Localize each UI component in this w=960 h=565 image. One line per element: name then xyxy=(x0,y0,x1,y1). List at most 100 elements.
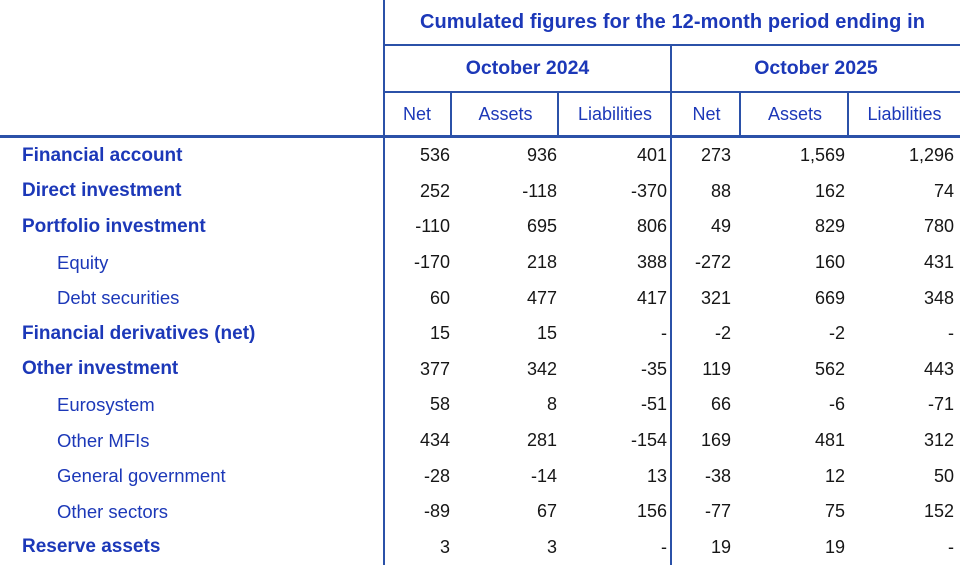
row-label: Other sectors xyxy=(57,500,169,522)
cell-value: -28 xyxy=(423,465,450,486)
cell-value: -170 xyxy=(413,252,450,273)
table-row: Direct investment 252 -118 -370 88 162 7… xyxy=(0,174,960,210)
cell-value: -2 xyxy=(828,323,845,344)
subheader-divider xyxy=(847,93,849,135)
cell-value: 321 xyxy=(700,287,731,308)
cell-value: - xyxy=(661,323,667,344)
table-row: Eurosystem 58 8 -51 66 -6 -71 xyxy=(0,387,960,423)
cell-value: 273 xyxy=(700,145,731,166)
cell-value: -14 xyxy=(530,465,557,486)
row-label: Other investment xyxy=(22,358,179,380)
cell-value: 74 xyxy=(933,180,954,201)
year-group-divider xyxy=(670,45,672,565)
cell-value: 431 xyxy=(923,252,954,273)
table-row: Reserve assets 3 3 - 19 19 - xyxy=(0,530,960,565)
cell-value: 12 xyxy=(824,465,845,486)
subheader-divider xyxy=(450,93,452,135)
cell-value: 19 xyxy=(710,536,731,557)
cell-value: -370 xyxy=(630,180,667,201)
cell-value: 348 xyxy=(923,287,954,308)
cell-value: 88 xyxy=(710,180,731,201)
cell-value: 806 xyxy=(636,216,667,237)
cell-value: -51 xyxy=(640,394,667,415)
cell-value: -71 xyxy=(927,394,954,415)
cell-value: 13 xyxy=(646,465,667,486)
cell-value: 66 xyxy=(710,394,731,415)
cell-value: 169 xyxy=(700,430,731,451)
cell-value: 780 xyxy=(923,216,954,237)
cell-value: 152 xyxy=(923,501,954,522)
cell-value: 401 xyxy=(636,145,667,166)
cell-value: -35 xyxy=(640,358,667,379)
cell-value: - xyxy=(948,323,954,344)
cell-value: 1,296 xyxy=(908,145,954,166)
cell-value: -38 xyxy=(704,465,731,486)
cell-value: - xyxy=(948,536,954,557)
table-row: Portfolio investment -110 695 806 49 829… xyxy=(0,209,960,245)
cell-value: -154 xyxy=(630,430,667,451)
cell-value: -6 xyxy=(828,394,845,415)
row-label: Financial derivatives (net) xyxy=(22,322,256,344)
cell-value: 695 xyxy=(526,216,557,237)
title-underline xyxy=(383,44,960,46)
cell-value: 252 xyxy=(419,180,450,201)
row-label: Direct investment xyxy=(22,180,182,202)
cell-value: 388 xyxy=(636,252,667,273)
cell-value: 481 xyxy=(814,430,845,451)
table-title: Cumulated figures for the 12-month perio… xyxy=(419,10,926,33)
row-label: Financial account xyxy=(22,144,183,166)
cell-value: 162 xyxy=(814,180,845,201)
cell-value: -110 xyxy=(415,216,450,237)
cell-value: 60 xyxy=(429,287,450,308)
row-label: Debt securities xyxy=(57,287,180,309)
cell-value: 281 xyxy=(526,430,557,451)
cell-value: 19 xyxy=(824,536,845,557)
table-row: Debt securities 60 477 417 321 669 348 xyxy=(0,280,960,316)
cell-value: 829 xyxy=(814,216,845,237)
subheader-divider xyxy=(557,93,559,135)
cell-value: 50 xyxy=(933,465,954,486)
cell-value: 67 xyxy=(536,501,557,522)
column-header-net-2024: Net xyxy=(402,103,431,124)
column-header-assets-2025: Assets xyxy=(767,103,823,124)
column-group-october-2024: October 2024 xyxy=(465,57,590,79)
cell-value: 562 xyxy=(814,358,845,379)
table-row: Financial account 536 936 401 273 1,569 … xyxy=(0,138,960,174)
cell-value: 536 xyxy=(419,145,450,166)
cell-value: 669 xyxy=(814,287,845,308)
cell-value: 434 xyxy=(419,430,450,451)
cell-value: 160 xyxy=(814,252,845,273)
cell-value: 936 xyxy=(526,145,557,166)
table-body: Financial account 536 936 401 273 1,569 … xyxy=(0,138,960,565)
table-row: Financial derivatives (net) 15 15 - -2 -… xyxy=(0,316,960,352)
cell-value: 119 xyxy=(702,358,731,379)
row-label: Equity xyxy=(57,251,109,273)
cell-value: 1,569 xyxy=(799,145,845,166)
column-group-october-2025: October 2025 xyxy=(754,57,878,79)
cell-value: 417 xyxy=(636,287,667,308)
row-label: Portfolio investment xyxy=(22,215,206,237)
cell-value: 377 xyxy=(419,358,450,379)
table-row: Equity -170 218 388 -272 160 431 xyxy=(0,245,960,281)
cell-value: 3 xyxy=(546,536,557,557)
row-label: Other MFIs xyxy=(57,429,150,451)
cell-value: 443 xyxy=(923,358,954,379)
column-header-assets-2024: Assets xyxy=(478,103,533,124)
cell-value: 75 xyxy=(824,501,845,522)
table-row: Other investment 377 342 -35 119 562 443 xyxy=(0,352,960,388)
cell-value: 58 xyxy=(429,394,450,415)
cell-value: 15 xyxy=(429,323,450,344)
cell-value: -89 xyxy=(423,501,450,522)
header-underline xyxy=(0,135,960,138)
column-header-liabilities-2024: Liabilities xyxy=(577,103,653,124)
cell-value: 342 xyxy=(526,358,557,379)
cell-value: -77 xyxy=(704,501,731,522)
column-header-net-2025: Net xyxy=(692,103,721,124)
cell-value: -2 xyxy=(714,323,731,344)
table-row: Other sectors -89 67 156 -77 75 152 xyxy=(0,494,960,530)
row-label: Reserve assets xyxy=(22,536,161,558)
row-label: Eurosystem xyxy=(57,393,155,415)
cell-value: 218 xyxy=(526,252,557,273)
row-label: General government xyxy=(57,465,226,487)
